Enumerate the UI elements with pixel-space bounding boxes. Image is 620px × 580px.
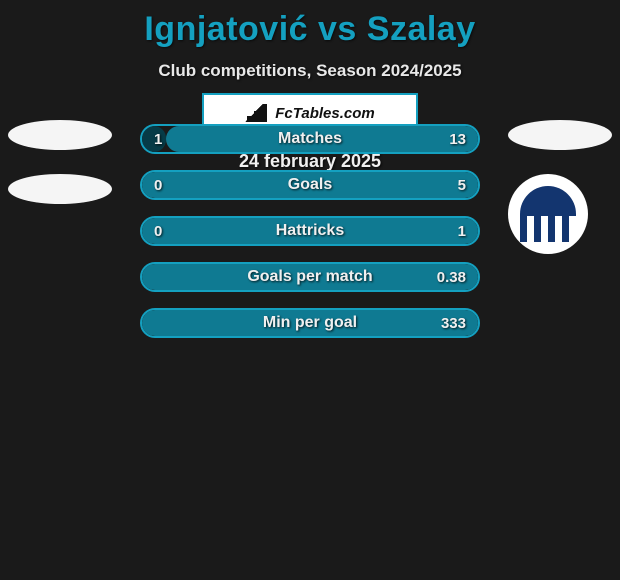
page-title: Ignjatović vs Szalay (0, 0, 620, 49)
player-badge-ellipse (8, 120, 112, 150)
subtitle: Club competitions, Season 2024/2025 (0, 61, 620, 81)
club-badge-round (508, 174, 588, 254)
stat-value-right: 0.38 (437, 269, 466, 286)
stats-bars: 1 Matches 13 0 Goals 5 0 Hattricks 1 Goals per ma… (140, 124, 480, 354)
stat-value-left: 0 (154, 223, 162, 240)
stat-value-right: 333 (441, 315, 466, 332)
stat-value-right: 5 (458, 177, 466, 194)
stat-bar: Goals per match 0.38 (140, 262, 480, 292)
stat-label: Matches (278, 130, 342, 148)
stat-value-left: 1 (154, 131, 162, 148)
stat-label: Goals (288, 176, 332, 194)
stat-bar: 0 Goals 5 (140, 170, 480, 200)
chart-icon (245, 104, 267, 122)
stripes-icon (520, 216, 576, 242)
stat-value-right: 13 (449, 131, 466, 148)
stat-bar: 0 Hattricks 1 (140, 216, 480, 246)
stat-bar: Min per goal 333 (140, 308, 480, 338)
right-badge-col (508, 120, 612, 254)
stat-label: Min per goal (263, 314, 357, 332)
left-badge-col (8, 120, 112, 228)
shield-icon (520, 186, 576, 216)
stat-value-right: 1 (458, 223, 466, 240)
brand-text: FcTables.com (275, 105, 374, 122)
club-badge-ellipse (8, 174, 112, 204)
stat-label: Goals per match (247, 268, 372, 286)
stat-bar: 1 Matches 13 (140, 124, 480, 154)
stat-label: Hattricks (276, 222, 344, 240)
player-badge-ellipse (508, 120, 612, 150)
stat-value-left: 0 (154, 177, 162, 194)
